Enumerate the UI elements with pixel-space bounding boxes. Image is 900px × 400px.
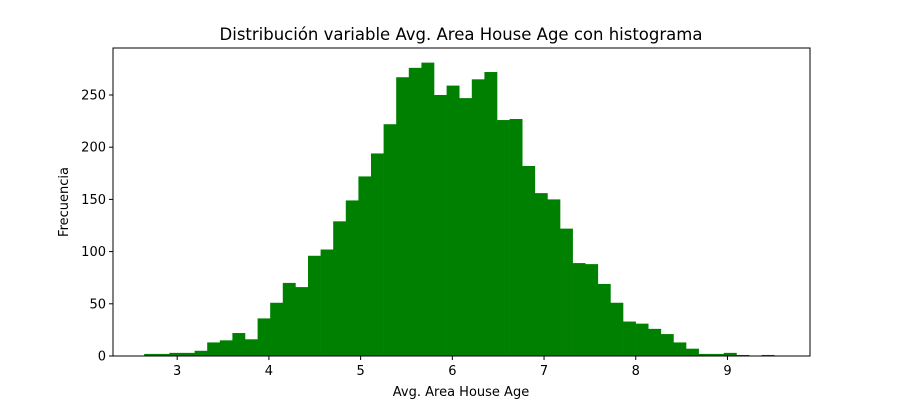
histogram-bar — [396, 77, 410, 357]
histogram-bar — [484, 72, 498, 357]
y-tick-label: 100 — [81, 245, 106, 260]
histogram-bar — [736, 354, 750, 356]
histogram-bar — [408, 67, 422, 357]
histogram-bar — [181, 352, 195, 356]
histogram-bar — [471, 79, 485, 357]
histogram-bar — [257, 318, 271, 356]
x-tick-label: 8 — [632, 364, 640, 379]
histogram-bar — [572, 263, 586, 356]
bars-group — [144, 62, 775, 357]
histogram-bar — [320, 249, 334, 356]
histogram-bar — [194, 350, 208, 356]
histogram-bar — [169, 352, 183, 356]
histogram-bar — [698, 353, 712, 356]
histogram-bar — [282, 282, 296, 356]
histogram-bar — [383, 124, 397, 356]
histogram-bar — [434, 94, 447, 357]
y-tick-label: 150 — [81, 193, 106, 208]
histogram-bar — [673, 342, 687, 356]
histogram-bar — [207, 342, 221, 356]
x-tick-label: 9 — [723, 364, 731, 379]
histogram-bar — [534, 193, 548, 356]
histogram-bar — [295, 287, 309, 356]
histogram-bar — [597, 283, 611, 356]
histogram-bar — [509, 118, 523, 356]
histogram-bar — [156, 353, 170, 356]
histogram-bar — [307, 255, 321, 356]
x-axis-ticks: 3 4 5 6 7 8 9 — [173, 356, 732, 379]
histogram-bar — [270, 302, 284, 356]
histogram-bar — [761, 354, 775, 356]
x-tick-label: 5 — [356, 364, 364, 379]
y-axis-label: Frecuencia — [57, 167, 72, 237]
histogram-bar — [660, 334, 674, 356]
histogram-bar — [144, 353, 158, 356]
histogram-bar — [585, 264, 599, 356]
chart-title: Distribución variable Avg. Area House Ag… — [220, 25, 703, 44]
histogram-bar — [723, 352, 737, 356]
histogram-bar — [244, 339, 258, 356]
histogram-bar — [623, 321, 636, 356]
x-axis-label: Avg. Area House Age — [393, 385, 529, 400]
histogram-bar — [610, 302, 624, 356]
histogram-bar — [686, 348, 699, 356]
histogram-bar — [497, 120, 510, 356]
histogram-bar — [635, 323, 649, 356]
histogram-bar — [219, 340, 233, 356]
y-tick-label: 250 — [81, 88, 106, 103]
y-tick-label: 200 — [81, 141, 106, 156]
histogram-bar — [421, 62, 435, 357]
histogram-bar — [446, 85, 460, 357]
histogram-bar — [232, 333, 246, 356]
histogram-bar — [371, 153, 384, 356]
y-tick-label: 0 — [98, 350, 106, 365]
x-tick-label: 7 — [540, 364, 548, 379]
plot-frame — [112, 47, 811, 357]
histogram-bar — [547, 199, 561, 356]
histogram-bar — [459, 98, 473, 356]
x-tick-label: 3 — [173, 364, 181, 379]
histogram-bar — [711, 353, 725, 356]
x-tick-label: 6 — [448, 364, 456, 379]
histogram-bar — [333, 221, 347, 356]
histogram-bar — [522, 165, 536, 356]
histogram-bar — [648, 328, 662, 356]
histogram-bar — [560, 228, 573, 356]
x-tick-label: 4 — [265, 364, 273, 379]
y-tick-label: 50 — [89, 297, 106, 312]
histogram-bar — [358, 176, 372, 356]
y-axis-ticks: 0 50 100 150 200 250 — [81, 88, 113, 365]
histogram-bar — [345, 200, 359, 356]
